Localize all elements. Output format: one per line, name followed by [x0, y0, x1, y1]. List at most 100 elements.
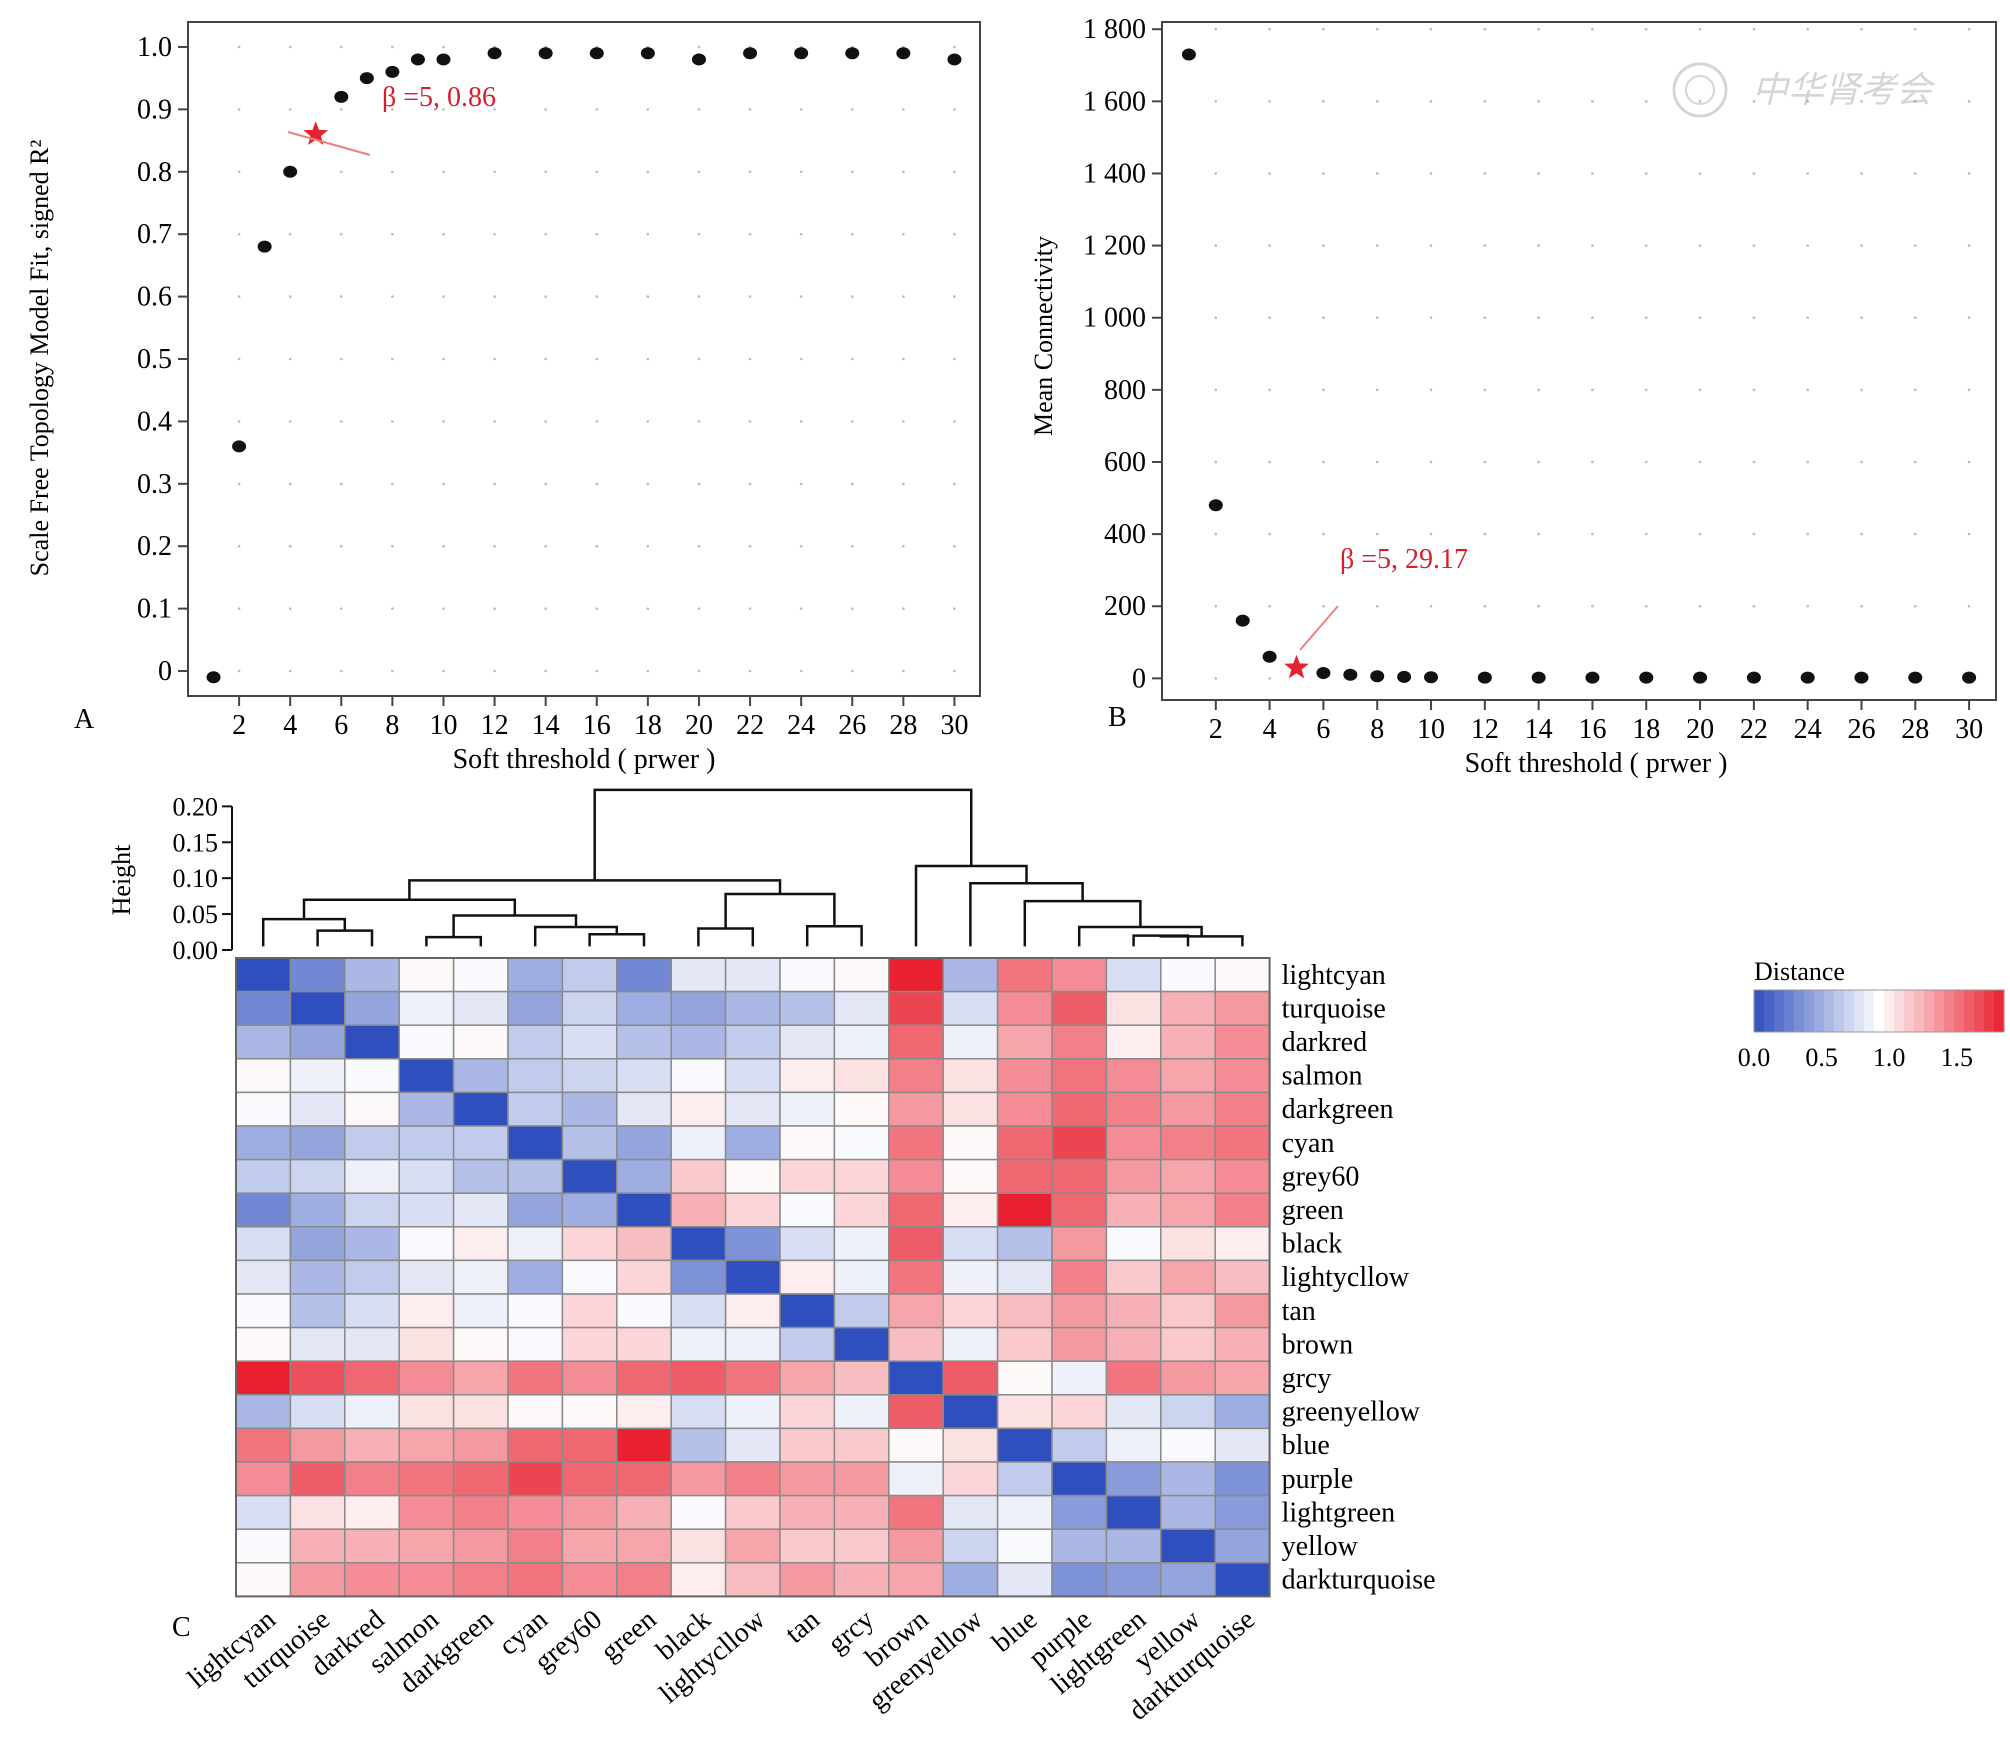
legend-swatch [1814, 990, 1825, 1032]
b-grid-dot [1806, 27, 1809, 31]
a-grid-dot [339, 482, 343, 486]
heatmap-cell [289, 1259, 346, 1295]
a-y-tick-label: 0.2 [137, 531, 172, 562]
heatmap-cell [833, 1562, 890, 1598]
a-grid-dot [493, 232, 496, 236]
a-y-tick-label: 0.3 [137, 469, 172, 500]
heatmap-cell [398, 1326, 455, 1362]
heatmap-row-label: black [1282, 1229, 1343, 1260]
heatmap-cell [833, 1461, 890, 1497]
heatmap-cell [561, 1158, 618, 1194]
heatmap-row-label: darkred [1282, 1027, 1368, 1058]
dendrogram-y-tick-label: 0.20 [173, 792, 219, 821]
heatmap-cell [344, 957, 400, 993]
heatmap-cell [1160, 1091, 1216, 1127]
heatmap-cell [452, 1528, 509, 1564]
heatmap-cell [1214, 1091, 1271, 1127]
b-grid-dot [1429, 604, 1433, 608]
a-grid-dot [339, 669, 343, 673]
b-grid-dot [1644, 316, 1648, 320]
legend-swatch [1784, 990, 1795, 1032]
b-grid-dot [1967, 172, 1971, 175]
dendrogram-branch [914, 864, 1028, 947]
heatmap-cell [1214, 1024, 1271, 1060]
heatmap-cell [452, 1192, 509, 1228]
b-grid-dot [1591, 172, 1594, 175]
heatmap-cell [344, 1326, 400, 1362]
panel-b-grid [1214, 27, 1971, 680]
b-x-tick-label: 12 [1471, 714, 1499, 745]
heatmap-cell [888, 1394, 944, 1430]
dendrogram-branch [261, 917, 347, 947]
b-grid-dot [1322, 604, 1325, 608]
heatmap-cell [1105, 1326, 1162, 1362]
panel-b-y-ticks: 0 200 400 600 800 1 000 1 200 1 400 1 600 1 800 [1083, 14, 1162, 694]
a-grid-dot [493, 544, 496, 548]
heatmap-cell [616, 1427, 672, 1463]
a-grid-dot [391, 420, 394, 423]
heatmap-row-label: yellow [1282, 1531, 1359, 1562]
heatmap-column-label: green [595, 1604, 663, 1668]
a-grid-dot [850, 669, 854, 673]
heatmap-cell [888, 1528, 944, 1564]
heatmap-cell [1160, 1326, 1216, 1362]
heatmap-cell [996, 1125, 1053, 1161]
b-grid-dot [1913, 244, 1917, 247]
heatmap-cell [289, 1394, 346, 1430]
heatmap-cell [561, 1360, 618, 1396]
b-grid-dot [1806, 172, 1809, 175]
panel-b-letter: B [1108, 702, 1127, 733]
a-grid-dot [799, 482, 803, 486]
heatmap-cell [724, 1562, 781, 1598]
a-grid-dot [799, 295, 803, 298]
b-grid-dot [1698, 388, 1702, 392]
b-grid-dot [1806, 532, 1809, 536]
b-grid-dot [1537, 316, 1540, 320]
heatmap-cell [942, 1192, 999, 1228]
b-grid-dot [1967, 27, 1971, 31]
b-data-point [1262, 650, 1277, 663]
b-grid-dot [1752, 604, 1756, 608]
heatmap-cell [1051, 1528, 1108, 1564]
heatmap-cell [616, 957, 672, 993]
heatmap-cell [724, 957, 781, 993]
heatmap-row-label: darkturquoise [1282, 1565, 1436, 1596]
a-grid-dot [595, 607, 599, 610]
heatmap-cell [289, 1562, 346, 1598]
heatmap-cell [1160, 1058, 1216, 1094]
heatmap-cell [235, 1461, 292, 1497]
heatmap-cell [561, 1226, 618, 1262]
heatmap-cell [344, 1528, 400, 1564]
b-grid-dot [1214, 388, 1218, 392]
a-data-point [359, 72, 374, 85]
heatmap-cell [561, 1259, 618, 1295]
a-grid-dot [391, 544, 394, 548]
a-grid-dot [339, 607, 343, 610]
b-grid-dot [1537, 460, 1540, 464]
dendrogram-branch [1023, 899, 1142, 947]
dendrogram [261, 788, 1244, 947]
a-grid-dot [902, 170, 905, 174]
panel-a-arrow [287, 131, 371, 156]
a-grid-dot [391, 482, 394, 486]
b-grid-dot [1913, 532, 1917, 536]
a-x-tick-label: 18 [634, 710, 662, 741]
heatmap-cell [1051, 1461, 1108, 1497]
heatmap-cell [507, 1024, 564, 1060]
a-grid-dot [237, 170, 241, 174]
heatmap-cell [1051, 1226, 1108, 1262]
a-grid-dot [748, 544, 752, 548]
heatmap-cell [942, 1058, 999, 1094]
heatmap-cell [398, 1058, 455, 1094]
heatmap-cell [888, 1226, 944, 1262]
b-grid-dot [1591, 244, 1594, 247]
a-grid-dot [391, 232, 394, 236]
a-grid-dot [493, 607, 496, 610]
a-grid-dot [902, 295, 905, 298]
heatmap-cell [1105, 1091, 1162, 1127]
b-grid-dot [1322, 244, 1325, 247]
b-grid-dot [1429, 388, 1433, 392]
b-highlight-star-icon [1284, 654, 1309, 679]
distance-legend: Distance 0.0 0.5 1.0 1.5 [1738, 957, 2005, 1072]
b-x-tick-label: 20 [1686, 714, 1714, 745]
